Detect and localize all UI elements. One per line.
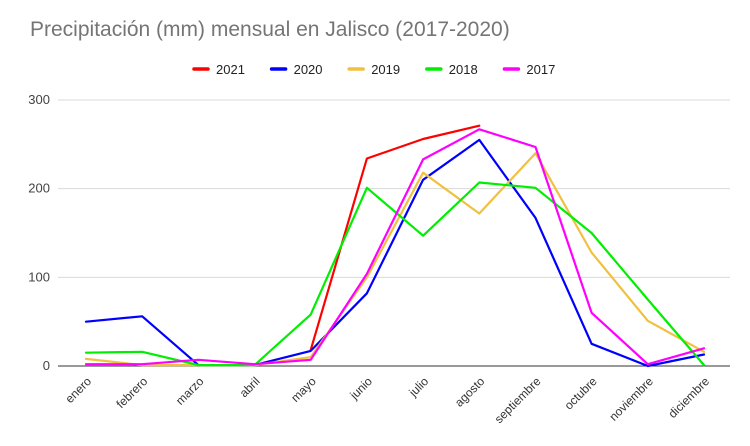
legend-label: 2021 xyxy=(216,62,245,77)
x-tick-label: junio xyxy=(346,374,375,403)
y-axis: 0 100 200 300 xyxy=(28,92,50,373)
y-tick-label: 200 xyxy=(28,181,50,196)
legend-label: 2020 xyxy=(294,62,323,77)
series-layer xyxy=(84,124,706,368)
x-tick-label: julio xyxy=(406,374,432,400)
x-axis: enero febrero marzo abril mayo junio julio agos… xyxy=(63,374,713,426)
legend-item-2017[interactable]: 2017 xyxy=(502,62,555,77)
chart-title: Precipitación (mm) mensual en Jalisco (2… xyxy=(30,18,510,41)
legend-item-2019[interactable]: 2019 xyxy=(347,62,400,77)
grid xyxy=(58,99,730,367)
x-tick-label: marzo xyxy=(173,374,207,408)
legend-item-2018[interactable]: 2018 xyxy=(425,62,478,77)
series-line-2017 xyxy=(84,128,706,366)
series-line-2019 xyxy=(84,152,706,367)
series-line-2020 xyxy=(84,138,706,368)
x-tick-label: diciembre xyxy=(665,374,712,421)
x-tick-label: febrero xyxy=(114,374,151,411)
y-tick-label: 300 xyxy=(28,92,50,107)
series-line-2018 xyxy=(84,181,706,367)
x-tick-label: mayo xyxy=(288,374,319,405)
legend-label: 2017 xyxy=(526,62,555,77)
y-tick-label: 0 xyxy=(43,358,50,373)
legend-item-2021[interactable]: 2021 xyxy=(192,62,245,77)
x-tick-label: noviembre xyxy=(606,374,656,424)
legend-label: 2019 xyxy=(371,62,400,77)
x-tick-label: agosto xyxy=(452,374,488,410)
series-line-2021 xyxy=(309,124,481,352)
legend: 2021 2020 2019 2018 2017 xyxy=(192,62,555,77)
x-tick-label: septiembre xyxy=(492,374,544,426)
y-tick-label: 100 xyxy=(28,269,50,284)
x-tick-label: enero xyxy=(63,374,95,406)
legend-item-2020[interactable]: 2020 xyxy=(269,62,323,77)
x-tick-label: octubre xyxy=(562,374,600,412)
x-tick-label: abril xyxy=(237,374,263,400)
legend-label: 2018 xyxy=(449,62,478,77)
